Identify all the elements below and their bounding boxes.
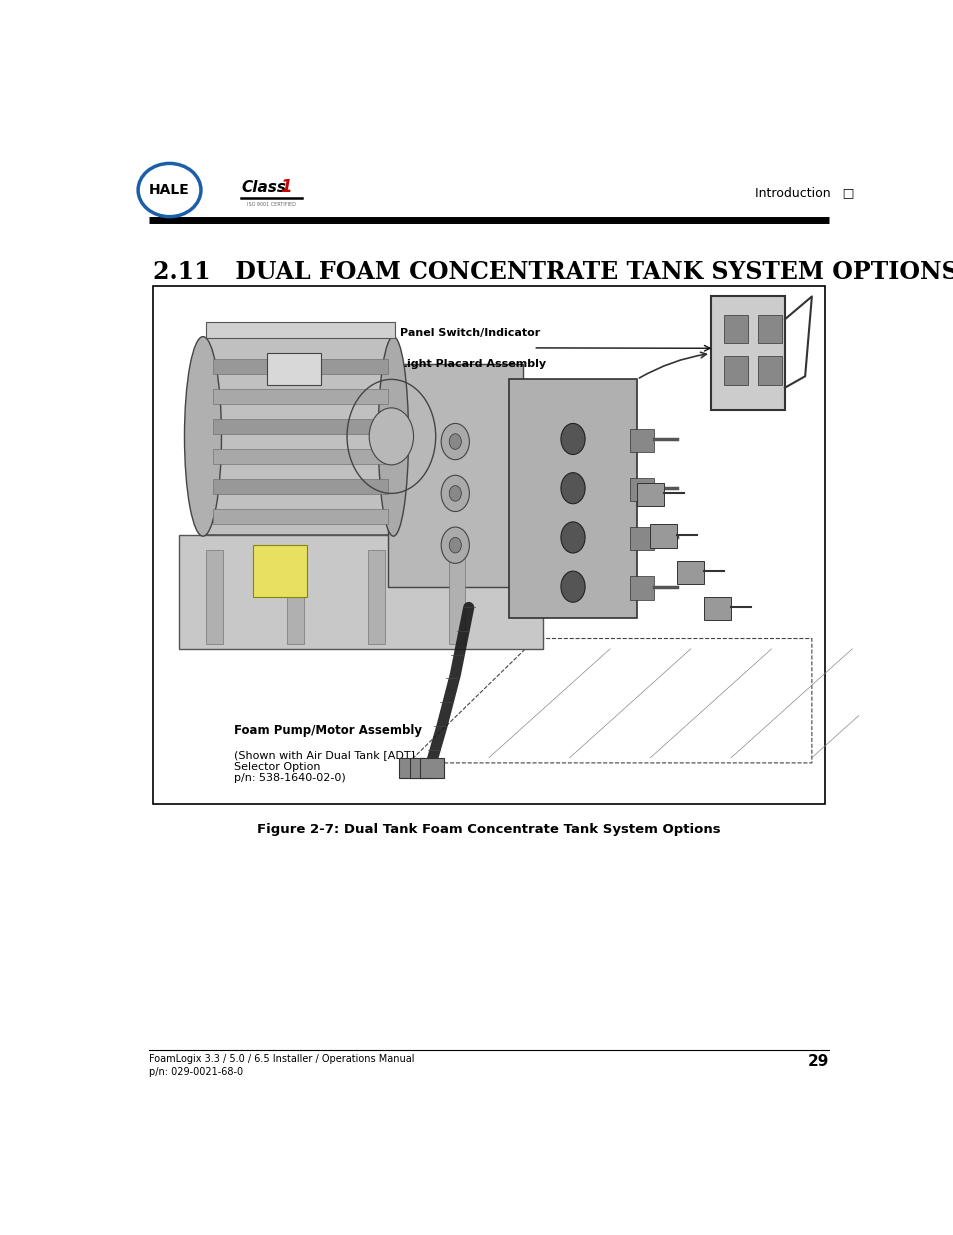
Circle shape <box>560 473 584 504</box>
Bar <box>409 758 434 778</box>
Bar <box>723 315 747 343</box>
Circle shape <box>440 424 469 459</box>
Text: (Shown with Air Dual Tank [ADT]
Selector Option
p/n: 538-1640-02-0): (Shown with Air Dual Tank [ADT] Selector… <box>233 750 415 783</box>
Bar <box>758 356 781 384</box>
Circle shape <box>449 433 461 450</box>
Bar <box>419 758 443 778</box>
Text: Light Placard Assembly: Light Placard Assembly <box>400 359 546 369</box>
Bar <box>630 527 653 551</box>
Circle shape <box>560 571 584 603</box>
Text: FoamLogix 3.3 / 5.0 / 6.5 Installer / Operations Manual
p/n: 029-0021-68-0: FoamLogix 3.3 / 5.0 / 6.5 Installer / Op… <box>149 1053 414 1077</box>
Circle shape <box>560 424 584 454</box>
Bar <box>637 483 663 506</box>
Bar <box>677 561 703 584</box>
Text: 29: 29 <box>807 1053 828 1068</box>
Text: 1: 1 <box>280 178 292 196</box>
Polygon shape <box>213 358 388 374</box>
Ellipse shape <box>184 337 221 536</box>
Text: HALE: HALE <box>149 183 190 198</box>
Bar <box>253 545 307 597</box>
Polygon shape <box>213 389 388 404</box>
Bar <box>630 429 653 452</box>
Bar <box>287 551 304 643</box>
Polygon shape <box>206 322 395 338</box>
Text: Foam Pump/Motor Assembly: Foam Pump/Motor Assembly <box>233 724 421 736</box>
Polygon shape <box>179 535 542 648</box>
Bar <box>206 551 223 643</box>
Text: Panel Switch/Indicator: Panel Switch/Indicator <box>400 329 540 338</box>
Circle shape <box>440 527 469 563</box>
Polygon shape <box>388 364 522 587</box>
Circle shape <box>560 522 584 553</box>
Bar <box>703 597 730 620</box>
Bar <box>723 356 747 384</box>
Bar <box>630 577 653 600</box>
Circle shape <box>449 537 461 553</box>
Bar <box>710 296 784 410</box>
Bar <box>630 478 653 501</box>
Text: Figure 2-7: Dual Tank Foam Concentrate Tank System Options: Figure 2-7: Dual Tank Foam Concentrate T… <box>257 824 720 836</box>
Polygon shape <box>199 338 395 535</box>
Ellipse shape <box>377 337 408 536</box>
Bar <box>448 551 465 643</box>
Text: Class: Class <box>241 179 286 195</box>
Circle shape <box>440 475 469 511</box>
Bar <box>758 315 781 343</box>
Bar <box>152 287 824 804</box>
Polygon shape <box>213 479 388 494</box>
Text: 2.11   DUAL FOAM CONCENTRATE TANK SYSTEM OPTIONS: 2.11 DUAL FOAM CONCENTRATE TANK SYSTEM O… <box>152 261 953 284</box>
Bar <box>650 525 677 548</box>
Text: Introduction   □: Introduction □ <box>755 186 854 199</box>
Polygon shape <box>213 448 388 464</box>
Polygon shape <box>213 419 388 435</box>
Bar <box>368 551 384 643</box>
Text: ISO 9001 CERTIFIED: ISO 9001 CERTIFIED <box>247 203 295 207</box>
Circle shape <box>449 485 461 501</box>
Bar <box>267 353 320 384</box>
Bar <box>399 758 423 778</box>
Circle shape <box>369 408 413 464</box>
Polygon shape <box>213 509 388 525</box>
Polygon shape <box>509 379 637 618</box>
